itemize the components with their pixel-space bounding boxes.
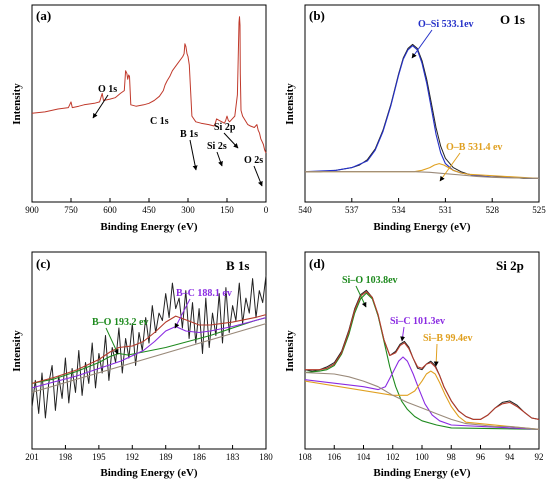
panel-c-title: B 1s (226, 258, 249, 273)
annotation-arrow (411, 29, 433, 59)
series-line-si-b (304, 370, 540, 430)
annotation-arrow (223, 132, 239, 149)
annotation-arrow (216, 151, 223, 167)
annotation-arrow (439, 152, 461, 182)
annotation-arrow (433, 343, 439, 367)
panel-c-xlabel: Binding Energy (eV) (100, 467, 198, 479)
series-line-background (304, 372, 540, 430)
panel-b-ylabel: Intensity (284, 83, 296, 125)
annotation-arrow (355, 285, 367, 308)
x-tick-label: 540 (298, 205, 312, 215)
x-tick-label: 750 (64, 205, 78, 215)
annotation-arrow (400, 326, 406, 342)
x-tick-label: 183 (226, 452, 240, 462)
annotation-arrow (253, 165, 263, 187)
x-tick-label: 300 (181, 205, 195, 215)
panel-d-letter: (d) (309, 256, 325, 271)
series-line-o-b (305, 163, 540, 179)
panel-c-ylabel: Intensity (11, 330, 23, 372)
panel-d-frame (304, 251, 540, 450)
panel-b-xlabel: Binding Energy (eV) (373, 221, 471, 233)
series-line-b-c (31, 317, 267, 389)
x-tick-label: 180 (259, 452, 273, 462)
panel-a-letter: (a) (36, 8, 51, 23)
x-tick-label: 600 (103, 205, 117, 215)
x-tick-label: 96 (476, 452, 486, 462)
peak-annotation: O 2s (244, 155, 263, 166)
x-tick-label: 534 (392, 205, 406, 215)
series-line-background (305, 171, 540, 179)
peak-annotation: Si 2p (214, 122, 236, 133)
panel-c-b1s: (c) B 1s Binding Energy (eV) Intensity 2… (11, 251, 273, 479)
peak-annotation: B–C 188.1 ev (176, 288, 232, 299)
x-tick-label: 537 (345, 205, 359, 215)
series-line-survey (31, 16, 267, 154)
series-line-raw (31, 275, 267, 419)
x-tick-label: 900 (25, 205, 39, 215)
x-tick-label: 92 (535, 452, 544, 462)
annotation-arrow (174, 298, 191, 329)
panel-b-letter: (b) (309, 8, 325, 23)
series-line-envelope (31, 314, 267, 384)
peak-annotation: Si–O 103.8ev (342, 275, 398, 286)
peak-annotation: O 1s (98, 84, 117, 95)
panel-d-title: Si 2p (496, 258, 524, 273)
x-tick-label: 108 (298, 452, 312, 462)
series-line-b-o (31, 317, 267, 384)
peak-annotation: C 1s (150, 116, 169, 127)
series-line-envelope (305, 291, 540, 420)
series-line-background (31, 323, 267, 393)
annotation-arrow (189, 139, 198, 171)
panel-a-survey: (a) Binding Energy (eV) Intensity 900 750… (11, 4, 269, 233)
peak-annotation: O–Si 533.1ev (418, 19, 474, 30)
x-tick-label: 195 (92, 452, 106, 462)
peak-annotation: B 1s (180, 129, 198, 140)
panel-d-xlabel: Binding Energy (eV) (373, 467, 471, 479)
series-line-si-o (304, 292, 540, 430)
x-tick-label: 98 (447, 452, 457, 462)
panel-b-title: O 1s (500, 12, 525, 27)
x-tick-label: 525 (532, 205, 546, 215)
panel-a-ylabel: Intensity (11, 83, 23, 125)
panel-a-xlabel: Binding Energy (eV) (100, 221, 198, 233)
x-tick-label: 450 (142, 205, 156, 215)
x-tick-label: 198 (59, 452, 73, 462)
panel-b-o1s: (b) O 1s Binding Energy (eV) Intensity 5… (284, 4, 546, 233)
peak-annotation: O–B 531.4 ev (446, 142, 502, 153)
annotation-arrow (92, 94, 109, 119)
panel-c-frame (31, 251, 267, 450)
x-tick-label: 94 (505, 452, 515, 462)
peak-annotation: Si–B 99.4ev (423, 333, 472, 344)
peak-annotation: B–O 193.2 ev (92, 317, 148, 328)
peak-annotation: Si–C 101.3ev (390, 316, 445, 327)
x-tick-label: 100 (415, 452, 429, 462)
x-tick-label: 528 (485, 205, 499, 215)
panel-d-si2p: (d) Si 2p Binding Energy (eV) Intensity … (284, 251, 544, 479)
x-tick-label: 531 (439, 205, 453, 215)
x-tick-label: 104 (357, 452, 371, 462)
x-tick-label: 192 (126, 452, 140, 462)
annotation-arrow (105, 327, 119, 355)
panel-d-ylabel: Intensity (284, 330, 296, 372)
panel-c-letter: (c) (36, 256, 50, 271)
series-line-o-si (304, 45, 540, 179)
x-tick-label: 106 (328, 452, 342, 462)
x-tick-label: 189 (159, 452, 173, 462)
x-tick-label: 201 (25, 452, 39, 462)
x-tick-label: 0 (264, 205, 269, 215)
x-tick-label: 186 (192, 452, 206, 462)
x-tick-label: 150 (220, 205, 234, 215)
x-tick-label: 102 (386, 452, 400, 462)
panel-b-frame (304, 4, 540, 203)
peak-annotation: Si 2s (207, 141, 227, 152)
